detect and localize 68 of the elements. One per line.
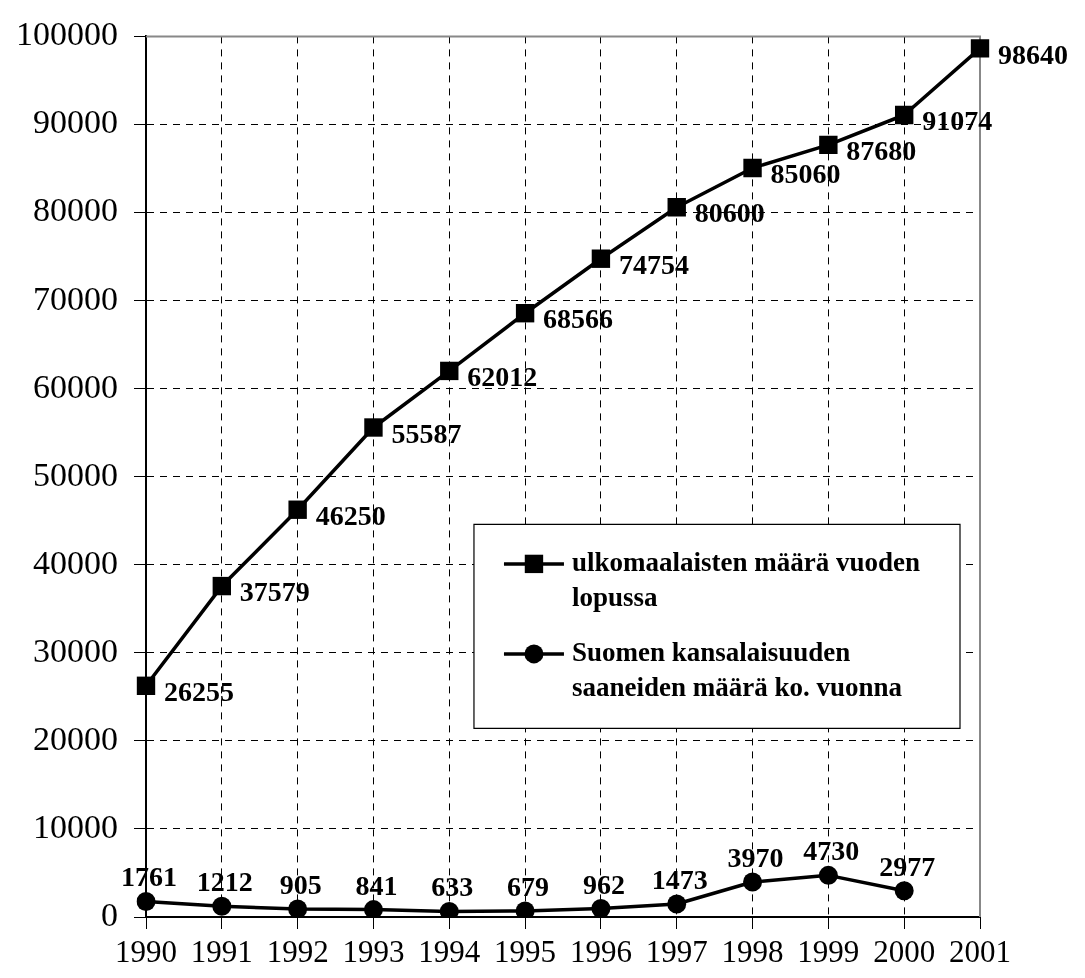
- y-tick-label: 50000: [33, 455, 118, 493]
- point: [591, 899, 611, 917]
- x-tick-label: 1994: [418, 933, 481, 969]
- point: [515, 304, 535, 323]
- point: [136, 676, 156, 695]
- point: [894, 105, 914, 125]
- data-label: 905: [279, 869, 322, 901]
- y-tick-label: 0: [101, 895, 118, 933]
- y-tick-label: 40000: [33, 543, 118, 581]
- x-tick-label: 2001: [949, 933, 1011, 969]
- point: [743, 158, 762, 178]
- y-tick-label: 60000: [33, 367, 118, 405]
- x-tick-label: 2000: [873, 933, 936, 969]
- point: [667, 894, 687, 914]
- point: [894, 881, 914, 901]
- y-tick-label: 70000: [33, 279, 118, 317]
- y-tick-label: 20000: [33, 719, 118, 757]
- point: [288, 899, 308, 917]
- x-tick-label: 1998: [721, 933, 784, 969]
- point: [440, 361, 459, 381]
- x-tick-label: 1997: [645, 933, 708, 969]
- point: [136, 891, 156, 911]
- legend-label: Suomen kansalaisuuden saaneiden määrä ko. vuonna: [571, 636, 903, 702]
- data-label: 85060: [770, 158, 841, 190]
- data-label: 62012: [467, 361, 538, 393]
- data-label: 841: [355, 869, 398, 901]
- data-label: 633: [431, 871, 474, 903]
- point: [363, 900, 383, 917]
- data-label: 87680: [846, 135, 917, 167]
- data-label: 3970: [727, 842, 784, 874]
- point: [970, 39, 990, 58]
- data-label: 26255: [164, 676, 234, 708]
- data-label: 68566: [543, 303, 614, 335]
- point: [288, 500, 307, 519]
- y-tick-label: 10000: [33, 807, 118, 845]
- y-tick-label: 80000: [33, 191, 118, 229]
- point: [591, 249, 611, 268]
- point: [743, 872, 763, 892]
- data-label: 679: [507, 871, 550, 903]
- point: [212, 576, 232, 596]
- data-label: 55587: [391, 417, 462, 449]
- x-tick-label: 1990: [115, 933, 177, 969]
- x-tick-label: 1999: [797, 933, 860, 969]
- point: [364, 418, 383, 437]
- y-tick-label: 90000: [33, 103, 118, 141]
- legend-label: ulkomaalaisten määrä vuoden lopussa: [571, 546, 921, 612]
- data-label: 46250: [315, 499, 386, 531]
- data-label: 1212: [196, 866, 253, 898]
- point: [819, 135, 838, 155]
- x-tick-label: 1993: [342, 933, 405, 969]
- y-tick-label: 30000: [33, 631, 118, 669]
- data-label: 2977: [879, 850, 936, 882]
- data-label: 91074: [922, 105, 993, 137]
- data-label: 80600: [694, 197, 765, 229]
- data-label: 37579: [239, 576, 310, 608]
- point: [667, 198, 686, 217]
- x-tick-label: 1995: [494, 933, 557, 969]
- x-tick-label: 1991: [190, 933, 253, 969]
- data-label: 962: [582, 868, 625, 900]
- data-label: 4730: [803, 835, 860, 867]
- x-tick-label: 1996: [569, 933, 632, 969]
- y-tick-label: 100000: [16, 15, 118, 53]
- x-tick-label: 1992: [266, 933, 329, 969]
- data-label: 74754: [618, 248, 689, 280]
- data-label: 1473: [651, 864, 708, 896]
- data-label: 98640: [998, 38, 1068, 70]
- point: [818, 865, 838, 885]
- point: [212, 896, 232, 916]
